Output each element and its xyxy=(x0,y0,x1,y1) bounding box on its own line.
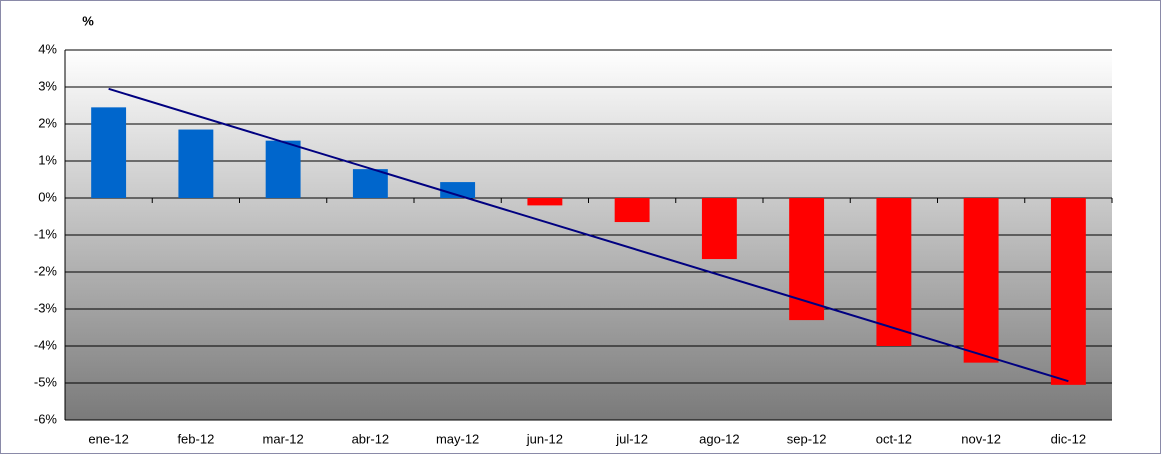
x-tick-label: dic-12 xyxy=(1051,431,1086,446)
bar xyxy=(789,198,825,321)
trendline xyxy=(108,87,1069,383)
bar xyxy=(91,107,127,198)
y-tick-label: -2% xyxy=(34,263,58,278)
x-tick-label: mar-12 xyxy=(263,431,304,446)
y-tick-label: -4% xyxy=(34,337,58,352)
bar xyxy=(527,198,563,206)
x-tick-label: oct-12 xyxy=(876,431,912,446)
bar xyxy=(614,198,650,223)
bar xyxy=(178,129,214,198)
y-tick-label: 1% xyxy=(38,152,57,167)
bar xyxy=(1050,198,1086,385)
bar xyxy=(265,140,301,198)
bar xyxy=(440,182,476,198)
bar xyxy=(876,198,912,346)
y-tick-label: 4% xyxy=(38,41,57,56)
y-tick-label: 2% xyxy=(38,115,57,130)
x-tick-label: ene-12 xyxy=(88,431,128,446)
x-tick-label: feb-12 xyxy=(177,431,214,446)
y-tick-label: 3% xyxy=(38,78,57,93)
y-axis-label: % xyxy=(82,13,94,28)
x-tick-label: jul-12 xyxy=(615,431,648,446)
y-tick-label: 0% xyxy=(38,189,57,204)
x-tick-label: ago-12 xyxy=(699,431,739,446)
y-tick-label: -1% xyxy=(34,226,58,241)
y-tick-label: -5% xyxy=(34,374,58,389)
x-tick-label: sep-12 xyxy=(787,431,827,446)
bar xyxy=(352,169,388,198)
x-tick-label: jun-12 xyxy=(526,431,563,446)
x-tick-label: abr-12 xyxy=(352,431,390,446)
bar xyxy=(963,198,999,363)
y-tick-label: -6% xyxy=(34,411,58,426)
bar xyxy=(701,198,737,260)
y-tick-label: -3% xyxy=(34,300,58,315)
x-tick-label: nov-12 xyxy=(961,431,1001,446)
x-tick-label: may-12 xyxy=(436,431,479,446)
